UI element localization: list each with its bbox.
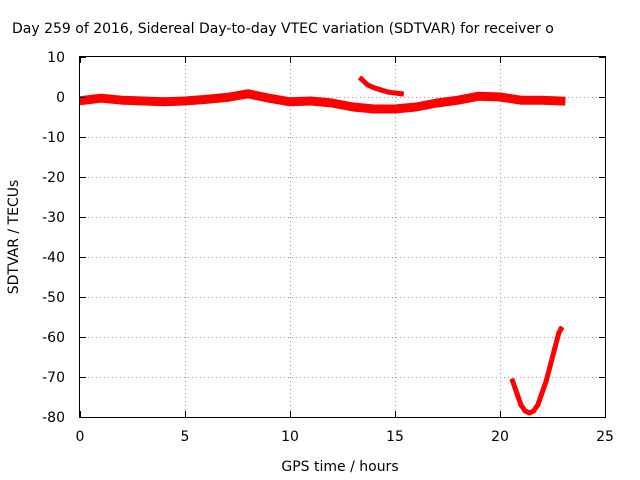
data-point bbox=[245, 91, 251, 97]
data-point bbox=[497, 94, 503, 100]
data-point bbox=[556, 330, 562, 336]
y-tick-label: -40 bbox=[42, 250, 65, 266]
x-tick-label: 25 bbox=[596, 429, 614, 445]
data-point bbox=[140, 98, 146, 104]
data-point bbox=[371, 85, 377, 91]
data-point bbox=[518, 402, 524, 408]
series-line bbox=[509, 325, 565, 416]
data-point bbox=[203, 96, 209, 102]
data-point bbox=[476, 93, 482, 99]
data-point bbox=[392, 106, 398, 112]
data-point bbox=[543, 378, 549, 384]
data-point bbox=[547, 362, 553, 368]
series-layer bbox=[79, 75, 566, 416]
y-tick-label: -80 bbox=[42, 410, 65, 426]
data-point bbox=[522, 408, 528, 414]
y-tick-label: -70 bbox=[42, 370, 65, 386]
data-point bbox=[526, 410, 532, 416]
x-tick-label: 5 bbox=[181, 429, 190, 445]
data-point bbox=[358, 76, 364, 82]
data-point bbox=[535, 402, 541, 408]
y-tick-label: -60 bbox=[42, 330, 65, 346]
data-point bbox=[398, 91, 404, 97]
data-point bbox=[308, 98, 314, 104]
x-axis-label: GPS time / hours bbox=[281, 459, 398, 475]
data-point bbox=[434, 100, 440, 106]
data-point bbox=[514, 390, 520, 396]
data-point bbox=[329, 100, 335, 106]
x-tick-label: 20 bbox=[491, 429, 509, 445]
data-point bbox=[552, 346, 558, 352]
data-point bbox=[510, 378, 516, 384]
data-point bbox=[377, 87, 383, 93]
data-point bbox=[392, 90, 398, 96]
ticks: 0 5 10 15 20 25 10 0 -10 -20 -30 -40 -50 -60 -70 -80 bbox=[42, 50, 614, 445]
data-point bbox=[182, 98, 188, 104]
data-point bbox=[119, 97, 125, 103]
data-point bbox=[386, 89, 392, 95]
data-point bbox=[365, 82, 371, 88]
series-line bbox=[79, 89, 566, 114]
data-point bbox=[161, 99, 167, 105]
data-point bbox=[518, 97, 524, 103]
y-tick-label: -10 bbox=[42, 130, 65, 146]
data-point bbox=[371, 106, 377, 112]
y-tick-label: -50 bbox=[42, 290, 65, 306]
data-point bbox=[558, 98, 564, 104]
data-point bbox=[539, 390, 545, 396]
y-tick-label: 10 bbox=[47, 50, 65, 66]
data-point bbox=[266, 95, 272, 101]
grid bbox=[80, 57, 605, 417]
y-tick-label: -30 bbox=[42, 210, 65, 226]
y-axis-label: SDTVAR / TECUs bbox=[6, 180, 22, 295]
data-point bbox=[81, 97, 87, 103]
x-tick-label: 0 bbox=[76, 429, 85, 445]
data-point bbox=[531, 408, 537, 414]
data-point bbox=[539, 97, 545, 103]
x-tick-label: 10 bbox=[281, 429, 299, 445]
data-point bbox=[558, 326, 564, 332]
data-point bbox=[224, 94, 230, 100]
data-point bbox=[350, 104, 356, 110]
data-point bbox=[455, 97, 461, 103]
plot-frame bbox=[79, 56, 606, 418]
data-point bbox=[98, 95, 104, 101]
y-tick-label: -20 bbox=[42, 170, 65, 186]
y-tick-label: 0 bbox=[56, 90, 65, 106]
data-point bbox=[413, 104, 419, 110]
chart-title: Day 259 of 2016, Sidereal Day-to-day VTE… bbox=[12, 21, 554, 37]
data-point bbox=[287, 99, 293, 105]
x-tick-label: 15 bbox=[386, 429, 404, 445]
